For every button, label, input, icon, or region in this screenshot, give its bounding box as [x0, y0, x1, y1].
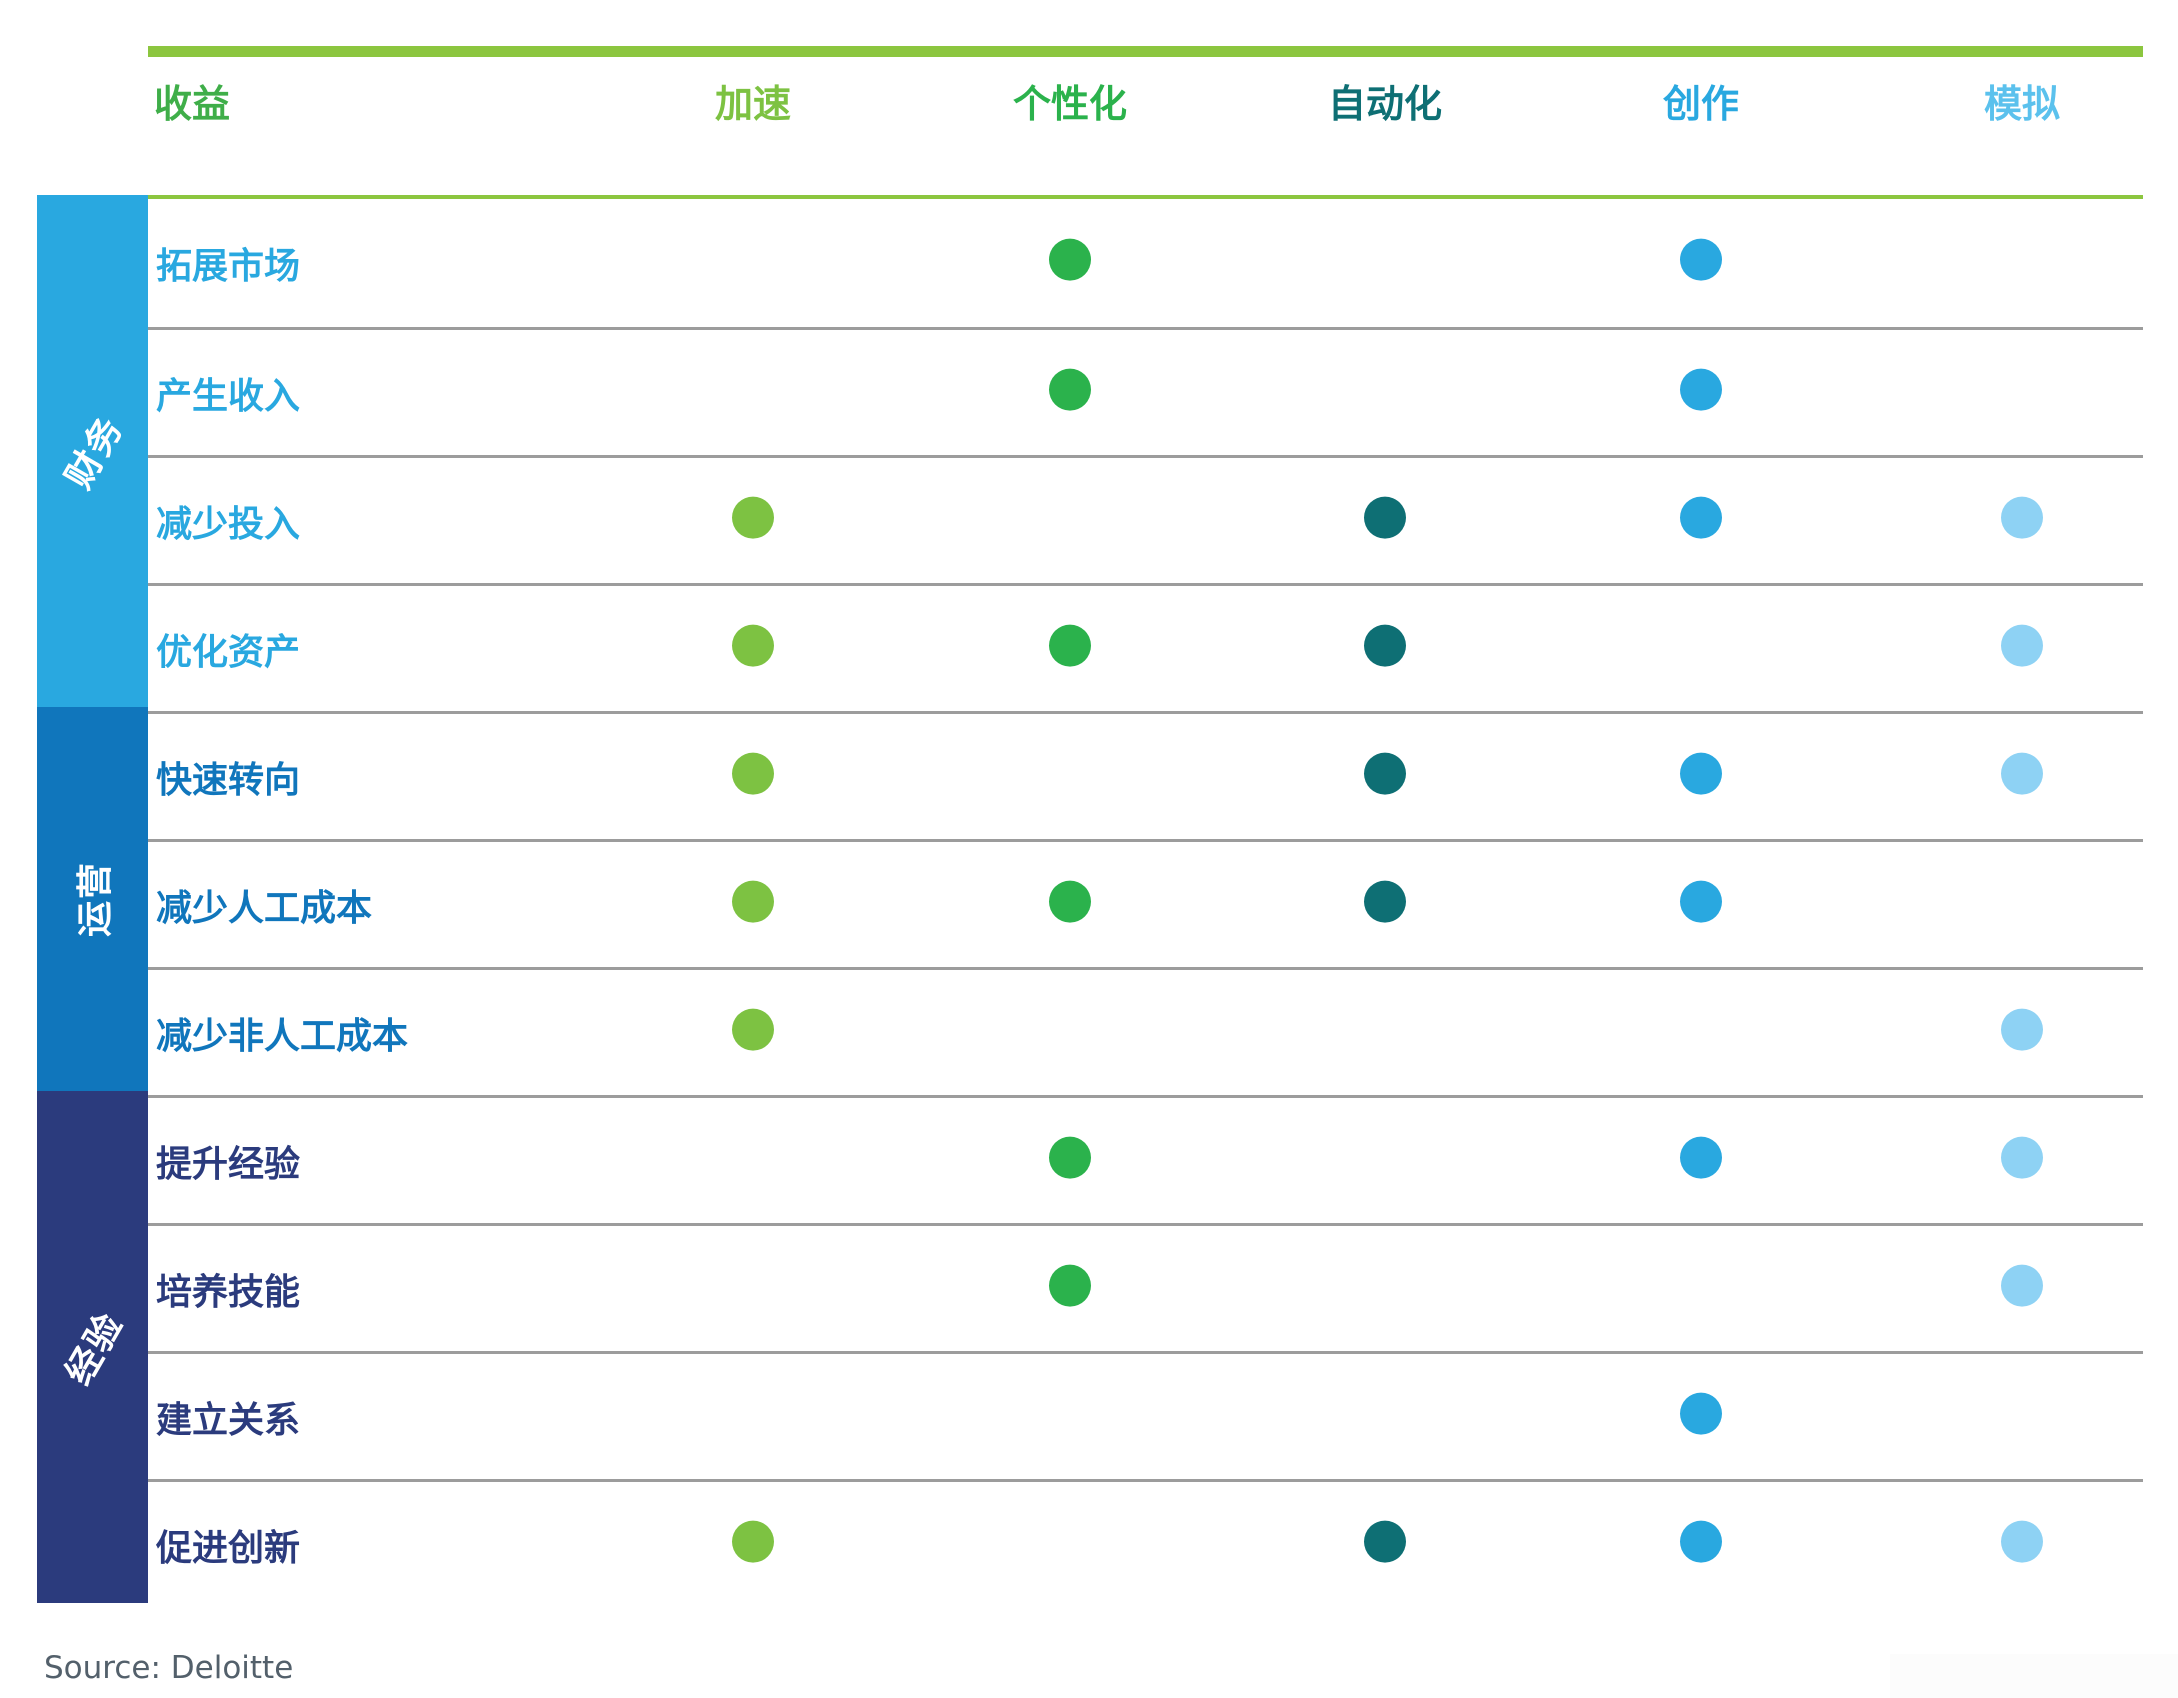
corner-artifact: [1890, 1654, 2178, 1698]
dot-create: [1680, 880, 1722, 923]
table-row: 提升经验: [148, 1095, 2143, 1223]
category-label: 运营: [75, 860, 117, 938]
dot-automate: [1364, 752, 1406, 795]
source-note: Source: Deloitte: [44, 1650, 294, 1686]
dot-automate: [1364, 496, 1406, 539]
dot-simulate: [2001, 1264, 2043, 1307]
dot-create: [1680, 1520, 1722, 1563]
dot-accelerate: [732, 624, 774, 667]
row-label: 拓展市场: [156, 246, 301, 287]
row-label: 快速转向: [156, 759, 301, 801]
dot-simulate: [2001, 1520, 2043, 1563]
column-header-simulate: 模拟: [1983, 81, 2061, 126]
column-header-automate: 自动化: [1327, 81, 1443, 126]
table-row: 拓展市场: [148, 199, 2143, 327]
dot-automate: [1364, 1520, 1406, 1563]
row-label: 减少非人工成本: [156, 1015, 409, 1057]
dot-create: [1680, 752, 1722, 795]
category-label: 经验: [58, 1305, 133, 1392]
row-label: 培养技能: [156, 1271, 301, 1313]
benefits-table: 拓展市场产生收入减少投入优化资产快速转向减少人工成本 减少非人工成本 提升经验培养技…: [148, 195, 2143, 1607]
table-header-row: 收益 加速 个性化 自动化 创作 模拟: [148, 64, 2143, 136]
table-row: 减少非人工成本: [148, 967, 2143, 1095]
table-row: 优化资产: [148, 583, 2143, 711]
dot-accelerate: [732, 1008, 774, 1051]
category-sidebar: 财务 运营 经验: [37, 195, 148, 1603]
column-header-create: 创作: [1662, 81, 1740, 126]
row-label: 优化资产: [156, 631, 301, 673]
table-row: 培养技能: [148, 1223, 2143, 1351]
category-block-0: 财务: [37, 195, 148, 707]
category-block-2: 经验: [37, 1091, 148, 1603]
dot-personalize: [1049, 238, 1091, 281]
dot-accelerate: [732, 880, 774, 923]
table-row: 建立关系: [148, 1351, 2143, 1479]
row-label: 提升经验: [156, 1143, 301, 1185]
row-label: 促进创新: [156, 1527, 301, 1569]
dot-create: [1680, 368, 1722, 411]
dot-personalize: [1049, 1136, 1091, 1179]
dot-simulate: [2001, 752, 2043, 795]
dot-simulate: [2001, 496, 2043, 539]
dot-automate: [1364, 624, 1406, 667]
dot-accelerate: [732, 496, 774, 539]
dot-automate: [1364, 880, 1406, 923]
column-header-personalize: 个性化: [1012, 81, 1128, 126]
table-row: 促进创新: [148, 1479, 2143, 1607]
dot-personalize: [1049, 1264, 1091, 1307]
dot-create: [1680, 1136, 1722, 1179]
dot-create: [1680, 496, 1722, 539]
row-label: 建立关系: [156, 1399, 301, 1441]
table-row: 快速转向: [148, 711, 2143, 839]
table-row: 减少人工成本: [148, 839, 2143, 967]
row-label: 减少人工成本: [156, 887, 373, 929]
top-accent-bar: [148, 46, 2143, 57]
table-row: 减少投入: [148, 455, 2143, 583]
dot-accelerate: [732, 1520, 774, 1563]
dot-create: [1680, 1392, 1722, 1435]
table-row: 产生收入: [148, 327, 2143, 455]
dot-accelerate: [732, 752, 774, 795]
dot-personalize: [1049, 880, 1091, 923]
benefits-column-header: 收益: [154, 81, 231, 126]
category-block-1: 运营: [37, 707, 148, 1091]
column-header-accelerate: 加速: [714, 81, 792, 126]
row-label: 减少投入: [156, 503, 301, 545]
dot-simulate: [2001, 624, 2043, 667]
dot-personalize: [1049, 624, 1091, 667]
row-label: 产生收入: [156, 375, 301, 417]
dot-create: [1680, 238, 1722, 281]
dot-simulate: [2001, 1136, 2043, 1179]
category-label: 财务: [58, 409, 133, 496]
dot-personalize: [1049, 368, 1091, 411]
dot-simulate: [2001, 1008, 2043, 1051]
